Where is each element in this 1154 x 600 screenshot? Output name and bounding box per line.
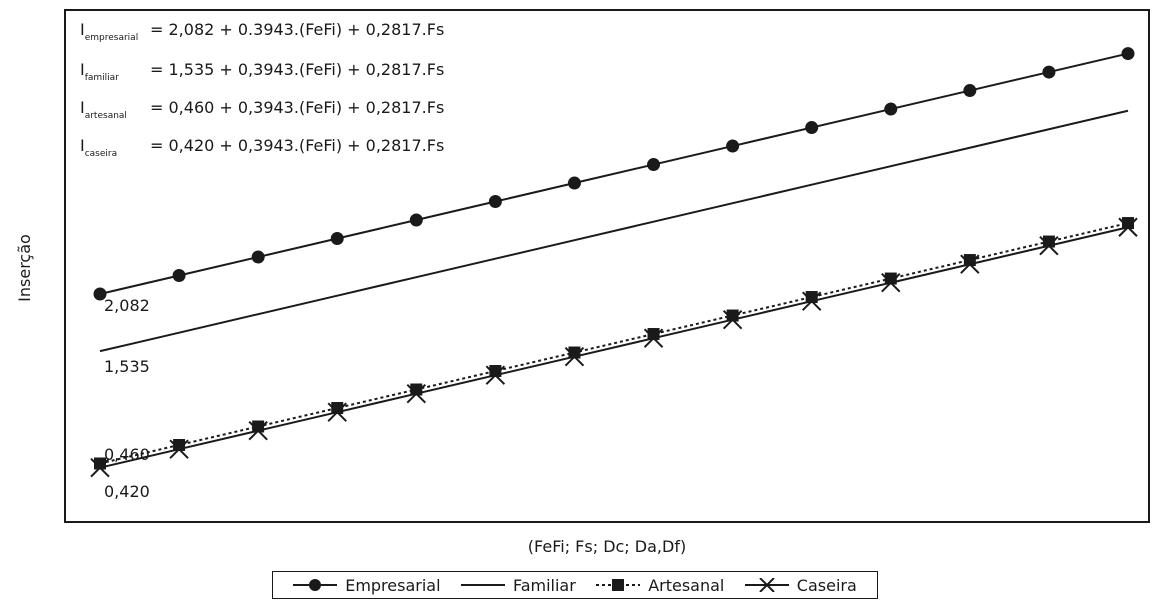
legend: Empresarial Familiar Artesanal Caseira (272, 571, 878, 599)
intercept-labels: 2,082 1,535 0,460 0,420 (104, 296, 150, 501)
data-point-empresarial-0 (93, 287, 107, 301)
data-point-artesanal-13 (1122, 217, 1134, 230)
data-point-caseira-13 (1118, 217, 1138, 237)
data-point-artesanal-11 (963, 254, 976, 267)
data-point-caseira-10 (881, 273, 901, 293)
data-point-caseira-12 (1039, 236, 1059, 256)
data-point-caseira-7 (643, 328, 664, 348)
data-point-caseira-2 (248, 420, 268, 441)
data-point-caseira-8 (722, 310, 743, 330)
equation-rhs: = 0,460 + 0,3943.(FeFi) + 0,2817.Fs (150, 98, 444, 117)
data-point-empresarial-1 (172, 269, 186, 283)
equation-artesanal: Iartesanal (80, 98, 127, 121)
x-axis-label: (FeFi; Fs; Dc; Da,Df) (528, 537, 686, 556)
legend-line-circle-icon (293, 579, 338, 591)
legend-item-artesanal: Artesanal (596, 576, 724, 595)
intercept-label: 0,420 (104, 482, 150, 501)
intercept-label: 2,082 (104, 296, 150, 315)
data-point-caseira-6 (564, 346, 585, 367)
equation-rhs: = 0,420 + 0,3943.(FeFi) + 0,2817.Fs (150, 136, 444, 155)
series-line-empresarial (99, 52, 1129, 295)
legend-dotted-square-icon (596, 579, 641, 591)
plot-frame (64, 9, 1150, 523)
equation-caseira: Icaseira (80, 136, 117, 159)
legend-label: Artesanal (648, 575, 725, 595)
legend-line-icon (460, 584, 505, 586)
legend-label: Empresarial (345, 575, 441, 595)
series-line-artesanal (99, 222, 1129, 465)
legend-item-caseira: Caseira (744, 575, 857, 595)
data-point-empresarial-9 (805, 121, 819, 135)
legend-label: Caseira (796, 575, 857, 595)
data-point-caseira-4 (406, 383, 427, 404)
intercept-label: 0,460 (104, 445, 150, 464)
equation-familiar: Ifamiliar (80, 60, 119, 83)
equation-rhs: = 2,082 + 0.3943.(FeFi) + 0,2817.Fs (150, 20, 444, 39)
legend-item-familiar: Familiar (460, 575, 576, 595)
data-point-empresarial-13 (1121, 47, 1135, 61)
legend-line-x-icon (744, 578, 789, 592)
data-point-empresarial-5 (488, 195, 502, 209)
data-point-empresarial-12 (1042, 65, 1056, 79)
data-point-caseira-1 (169, 439, 189, 459)
data-point-empresarial-6 (567, 176, 581, 190)
legend-item-empresarial: Empresarial (293, 575, 441, 595)
data-point-empresarial-2 (251, 250, 265, 264)
y-axis-label: Inserção (15, 234, 34, 302)
legend-label: Familiar (512, 575, 576, 595)
data-point-caseira-0 (90, 457, 110, 478)
equation-rhs: = 1,535 + 0,3943.(FeFi) + 0,2817.Fs (150, 60, 444, 79)
equation-empresarial: Iempresarial (80, 20, 138, 43)
data-point-caseira-11 (960, 254, 980, 274)
series-line-caseira (99, 226, 1129, 469)
series (90, 47, 1138, 478)
data-point-empresarial-8 (726, 139, 740, 153)
equations: Iempresarial = 2,082 + 0.3943.(FeFi) + 0,… (80, 20, 444, 159)
data-point-empresarial-7 (647, 158, 661, 172)
data-point-empresarial-3 (330, 232, 344, 246)
intercept-label: 1,535 (104, 357, 150, 376)
data-point-caseira-9 (801, 291, 822, 311)
data-point-empresarial-4 (409, 213, 423, 227)
data-point-empresarial-11 (963, 84, 977, 98)
data-point-caseira-3 (327, 402, 347, 422)
data-point-caseira-5 (485, 365, 506, 385)
data-point-empresarial-10 (884, 102, 898, 116)
series-line-familiar (99, 109, 1129, 353)
